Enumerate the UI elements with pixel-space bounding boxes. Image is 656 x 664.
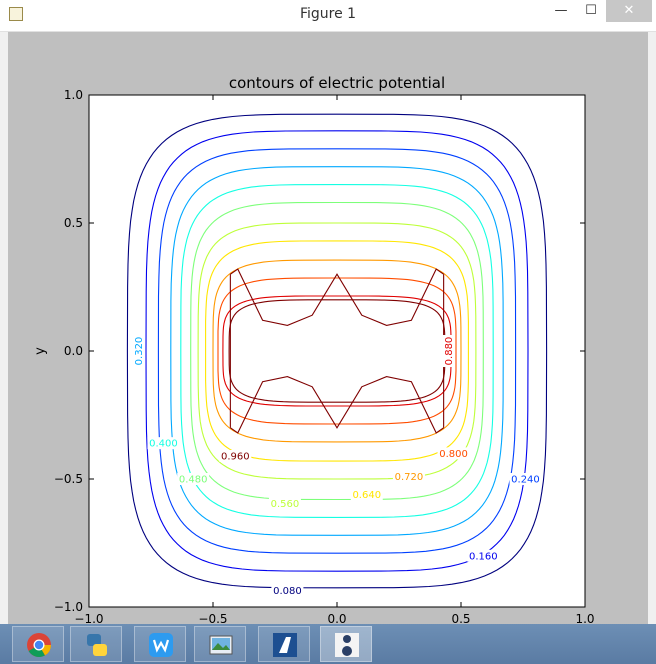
contour-label-7: 0.640 xyxy=(352,490,381,501)
contour-line-11 xyxy=(228,299,446,403)
contour-label-5: 0.480 xyxy=(179,475,208,486)
contour-label-bg-6 xyxy=(268,497,301,510)
contour-line-9 xyxy=(217,277,457,425)
close-button[interactable]: ✕ xyxy=(606,0,652,22)
plot-area xyxy=(89,95,585,607)
contour-label-bg-4 xyxy=(147,437,180,450)
contour-label-bg-1 xyxy=(467,549,500,562)
x-tick-label-1: −0.5 xyxy=(198,612,227,624)
y-tick-label-1: −0.5 xyxy=(54,472,83,486)
contour-label-bg-5 xyxy=(177,473,210,485)
contour-label-bg-9 xyxy=(437,447,470,460)
a-app-icon xyxy=(273,633,297,657)
contour-line-6 xyxy=(197,222,477,480)
contour-label-8: 0.720 xyxy=(395,472,424,483)
taskbar-figure[interactable] xyxy=(320,626,372,662)
x-tick-label-2: 0.0 xyxy=(327,612,346,624)
contour-label-11: 0.960 xyxy=(221,451,250,462)
contour-line-2 xyxy=(157,148,517,554)
contour-label-4: 0.400 xyxy=(149,439,178,450)
contour-line-10 xyxy=(222,295,452,407)
contour-label-bg-2 xyxy=(509,473,542,485)
contour-chart: 0.080 0.160 0.240 0.320 0.400 0.480 0.560 0.640… xyxy=(33,74,595,624)
inner-contour-bottom xyxy=(230,376,444,434)
contour-label-bg-10 xyxy=(442,335,455,367)
contour-label-0: 0.080 xyxy=(273,586,302,597)
taskbar-python[interactable] xyxy=(70,626,122,662)
chrome-icon xyxy=(27,633,51,658)
contour-line-8 xyxy=(212,259,462,443)
python-icon xyxy=(87,634,107,656)
taskbar-acrobat[interactable] xyxy=(258,626,310,662)
figure-window-icon xyxy=(335,633,359,657)
x-tick-label-0: −1.0 xyxy=(74,612,103,624)
taskbar-writer[interactable] xyxy=(134,626,186,662)
contour-line-3 xyxy=(170,166,504,536)
minimize-button[interactable]: — xyxy=(554,3,568,18)
contour-label-bg-3 xyxy=(132,335,145,368)
y-tick-label-0: −1.0 xyxy=(54,600,83,614)
contour-label-10: 0.880 xyxy=(444,337,455,366)
contour-line-4 xyxy=(180,184,494,518)
figure-canvas: 0.080 0.160 0.240 0.320 0.400 0.480 0.560 0.640… xyxy=(8,32,648,624)
contour-label-9: 0.800 xyxy=(439,449,468,460)
y-tick-label-2: 0.0 xyxy=(64,344,83,358)
window-titlebar: Figure 1 — ☐ ✕ xyxy=(0,0,656,32)
taskbar-chrome[interactable] xyxy=(12,626,64,662)
window-title: Figure 1 xyxy=(299,6,357,22)
contour-label-bg-0 xyxy=(271,584,304,597)
contour-label-3: 0.320 xyxy=(134,337,145,366)
maximize-button[interactable]: ☐ xyxy=(585,3,597,18)
contour-line-0 xyxy=(126,113,548,589)
contour-label-bg-11 xyxy=(219,449,252,462)
matplotlib-app-icon xyxy=(9,7,23,21)
taskbar xyxy=(0,624,656,664)
contour-label-bg-8 xyxy=(392,470,425,483)
contour-label-2: 0.240 xyxy=(511,475,540,486)
chart-title: contours of electric potential xyxy=(229,74,445,92)
x-tick-label-3: 0.5 xyxy=(451,612,470,624)
contour-label-1: 0.160 xyxy=(469,551,498,562)
x-tick-label-4: 1.0 xyxy=(575,612,594,624)
y-tick-label-3: 0.5 xyxy=(64,216,83,230)
photo-viewer-icon xyxy=(209,635,233,655)
contour-label-bg-7 xyxy=(350,488,383,501)
inner-contour-top xyxy=(230,268,444,326)
contour-line-5 xyxy=(190,201,484,501)
y-axis-label: y xyxy=(33,347,48,355)
contour-line-7 xyxy=(205,240,469,462)
contour-label-6: 0.560 xyxy=(271,499,300,510)
taskbar-photos[interactable] xyxy=(194,626,246,662)
w-app-icon xyxy=(149,633,173,657)
y-tick-label-4: 1.0 xyxy=(64,88,83,102)
